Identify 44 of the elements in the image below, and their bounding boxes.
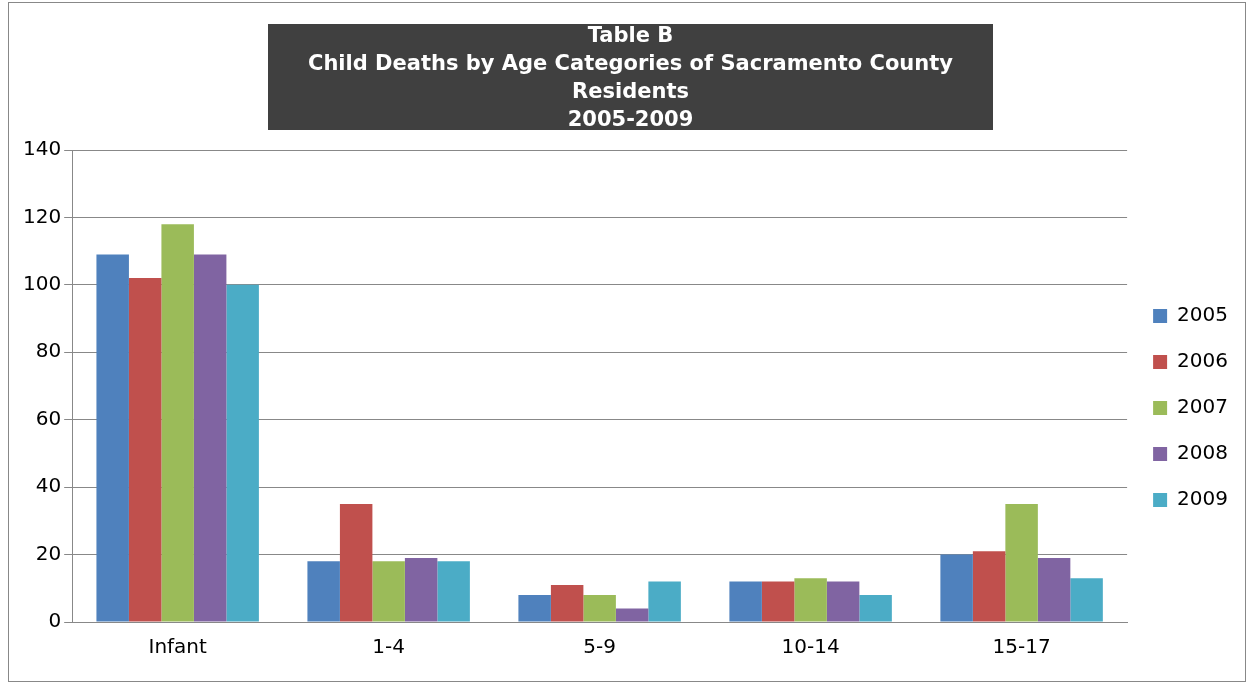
x-tick-label: Infant <box>148 634 208 659</box>
bar <box>161 224 194 622</box>
bar <box>226 284 259 622</box>
legend-label: 2007 <box>1177 394 1229 419</box>
bar <box>404 557 438 622</box>
y-tick-label: 100 <box>22 271 62 296</box>
legend-label: 2006 <box>1177 348 1229 373</box>
bar <box>96 254 129 622</box>
bar <box>1070 578 1103 622</box>
bar <box>307 561 340 622</box>
bar <box>550 584 584 622</box>
y-tick-label: 40 <box>35 473 62 498</box>
bar <box>128 278 162 622</box>
bar <box>437 561 470 622</box>
y-tick-label: 20 <box>35 540 62 565</box>
bar <box>648 581 681 622</box>
x-tick-label: 15-17 <box>992 634 1051 659</box>
bar <box>729 581 762 622</box>
legend-label: 2008 <box>1177 440 1229 465</box>
legend-label: 2009 <box>1177 486 1229 511</box>
bar <box>794 578 827 622</box>
bar <box>372 561 405 622</box>
bar <box>972 551 1006 622</box>
x-tick-label: 10-14 <box>781 634 840 659</box>
y-tick-label: 140 <box>22 136 62 161</box>
x-tick-label: 1-4 <box>372 634 405 659</box>
bar <box>583 595 616 622</box>
bar <box>615 608 649 622</box>
bar <box>940 554 973 622</box>
y-tick-label: 120 <box>22 203 62 228</box>
bar <box>518 595 551 622</box>
y-tick-label: 80 <box>35 338 62 363</box>
bar <box>826 581 860 622</box>
legend-label: 2005 <box>1177 302 1229 327</box>
bar <box>1037 557 1071 622</box>
bar <box>339 504 373 622</box>
bar <box>761 581 795 622</box>
bar <box>193 254 227 622</box>
y-tick-label: 60 <box>35 405 62 430</box>
x-tick-label: 5-9 <box>583 634 616 659</box>
bar <box>1005 504 1038 622</box>
y-tick-label: 0 <box>48 608 62 633</box>
bar <box>859 595 892 622</box>
chart-title: Table B Child Deaths by Age Categories of Sacramento County Residents 2005-2009 <box>268 23 993 131</box>
